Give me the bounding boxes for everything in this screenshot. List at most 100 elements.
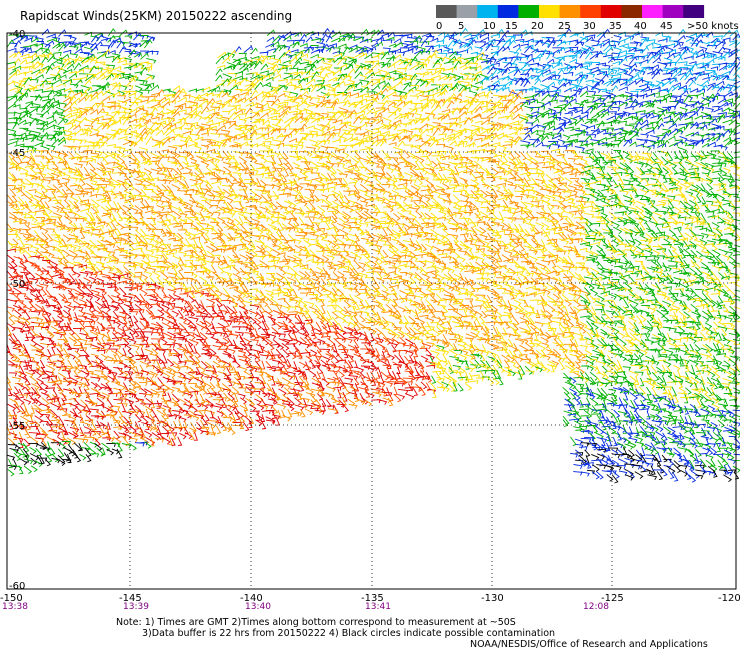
wind-barb xyxy=(657,61,668,68)
wind-barb xyxy=(634,238,642,246)
wind-barb xyxy=(306,112,317,118)
wind-barb xyxy=(397,95,406,103)
wind-barb xyxy=(78,145,90,150)
wind-barb xyxy=(316,85,326,92)
wind-barb xyxy=(250,74,260,80)
wind-barb xyxy=(316,101,324,108)
wind-barb xyxy=(310,48,321,54)
wind-barb xyxy=(11,206,20,215)
wind-barb xyxy=(167,150,178,159)
wind-barb xyxy=(294,51,304,58)
wind-barb xyxy=(519,88,528,93)
wind-barb xyxy=(288,71,299,76)
wind-barb xyxy=(304,94,313,102)
wind-barb xyxy=(364,145,374,152)
wind-barb xyxy=(568,107,577,113)
wind-barb xyxy=(150,107,158,115)
wind-barb xyxy=(558,107,566,114)
wind-barb xyxy=(237,77,248,86)
wind-barb xyxy=(359,74,368,81)
wind-barb xyxy=(734,178,740,184)
wind-barb xyxy=(348,58,357,63)
wind-barb xyxy=(347,127,356,134)
wind-barb xyxy=(508,35,516,42)
wind-barb xyxy=(249,103,258,108)
wind-barb xyxy=(674,156,683,164)
wind-barb xyxy=(629,42,639,47)
wind-barb xyxy=(90,91,99,98)
wind-barb xyxy=(294,144,304,150)
wind-barb xyxy=(377,80,386,86)
wind-barb xyxy=(426,155,433,166)
wind-barb xyxy=(689,107,698,112)
wind-barb xyxy=(732,56,740,65)
wind-barb xyxy=(690,100,700,108)
wind-barb xyxy=(102,49,111,58)
wind-barb xyxy=(490,142,501,147)
wind-barb xyxy=(34,94,42,101)
wind-barb xyxy=(706,45,718,50)
wind-barb xyxy=(458,105,467,114)
wind-barb xyxy=(116,40,124,49)
wind-barb xyxy=(343,190,351,195)
wind-barb xyxy=(228,135,238,141)
wind-barb xyxy=(23,149,34,154)
wind-barb xyxy=(30,106,39,111)
wind-barb xyxy=(490,104,500,113)
wind-barb xyxy=(701,97,712,105)
wind-barb xyxy=(413,36,423,43)
wind-barb xyxy=(650,156,658,165)
wind-barb xyxy=(111,119,122,126)
wind-barb xyxy=(189,95,200,102)
wind-barb xyxy=(288,49,299,54)
wind-barb xyxy=(47,119,57,125)
wind-barb xyxy=(261,102,270,108)
wind-barb xyxy=(415,73,426,78)
wind-barb xyxy=(640,139,648,144)
wind-barb xyxy=(355,95,364,100)
wind-barb xyxy=(36,83,44,88)
wind-barb xyxy=(343,91,351,96)
wind-barb xyxy=(333,67,343,72)
wind-barb xyxy=(67,132,76,137)
wind-barb xyxy=(227,52,236,58)
wind-barb xyxy=(24,37,33,42)
wind-barb xyxy=(267,115,278,120)
wind-barb xyxy=(657,122,665,130)
wind-barb xyxy=(162,127,172,136)
wind-barb xyxy=(463,65,472,71)
wind-barb xyxy=(606,91,617,99)
wind-barb xyxy=(562,191,572,196)
wind-barb xyxy=(46,144,56,151)
wind-barb xyxy=(322,116,332,121)
wind-barb xyxy=(392,244,399,253)
wind-barb xyxy=(282,49,292,58)
wind-barb xyxy=(364,38,372,43)
wind-barb xyxy=(237,126,246,131)
wind-barb xyxy=(548,99,558,104)
wind-barb xyxy=(363,67,373,74)
wind-barb xyxy=(381,74,392,81)
wind-barb xyxy=(558,77,567,86)
wind-barb xyxy=(80,91,88,98)
wind-barb xyxy=(671,84,681,92)
wind-barb xyxy=(78,161,89,166)
wind-barb xyxy=(31,225,42,230)
wind-barb xyxy=(514,78,524,83)
wind-barb xyxy=(221,137,231,147)
wind-barb xyxy=(210,85,221,93)
wind-barb xyxy=(655,183,665,192)
wind-barb xyxy=(735,36,740,38)
wind-barb xyxy=(380,51,390,60)
wind-barb xyxy=(108,82,117,87)
wind-barb xyxy=(331,97,340,104)
wind-barb xyxy=(216,223,224,233)
wind-barb xyxy=(293,127,304,132)
wind-barb xyxy=(733,200,740,202)
wind-barb xyxy=(513,124,524,129)
wind-barb xyxy=(122,47,132,54)
wind-barb xyxy=(424,136,433,146)
wind-barb xyxy=(568,121,577,126)
wind-barb xyxy=(132,32,142,41)
wind-barb xyxy=(238,67,249,74)
